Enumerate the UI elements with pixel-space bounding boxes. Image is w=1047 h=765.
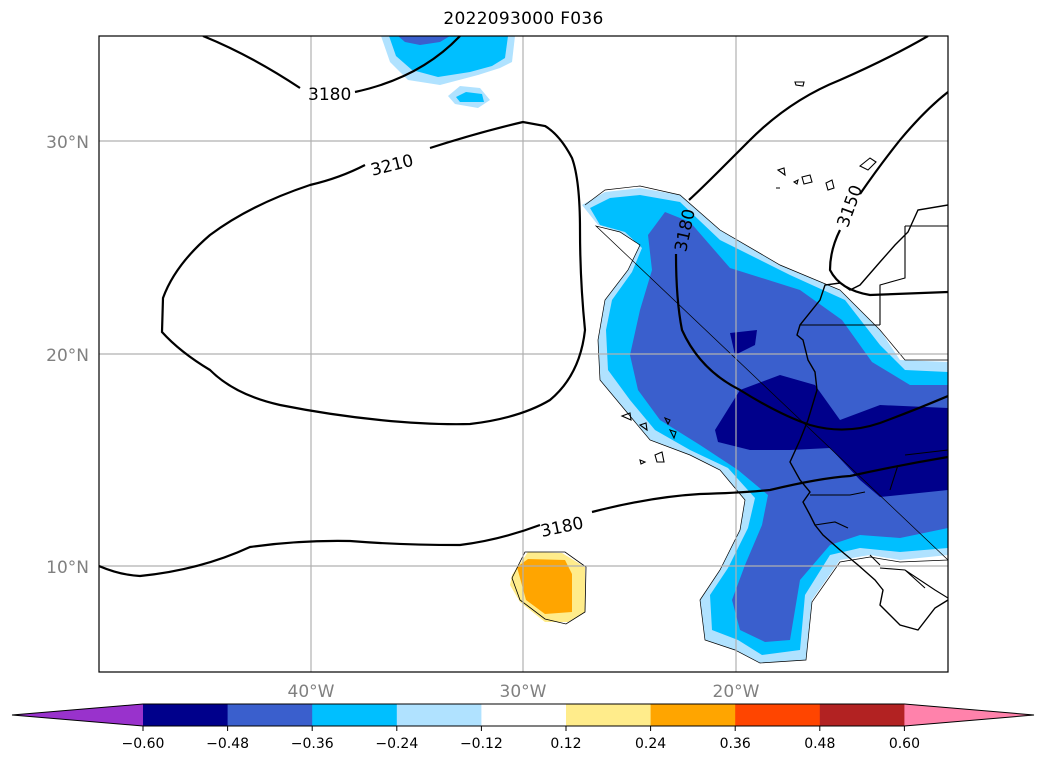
map-title: 2022093000 F036 bbox=[443, 9, 604, 29]
height-contours bbox=[99, 36, 948, 578]
lat-label-30n: 30°N bbox=[46, 133, 89, 153]
contour-3180-east bbox=[674, 36, 948, 431]
fill-level-orange bbox=[517, 559, 572, 614]
colorbar: −0.60 −0.48 −0.36 −0.24 −0.12 0.12 0.24 0.36 0.4… bbox=[11, 703, 1035, 752]
colorbar-tick-label: 0.36 bbox=[720, 736, 751, 752]
fill-level-dark-navy-east bbox=[715, 375, 948, 497]
contour-3180-north-west bbox=[202, 36, 461, 94]
colorbar-segment bbox=[566, 704, 652, 726]
coastlines bbox=[620, 81, 948, 631]
lon-label-30w: 30°W bbox=[500, 682, 547, 702]
colorbar-segment bbox=[735, 704, 821, 726]
canary-islands bbox=[776, 81, 835, 191]
madeira-coast bbox=[858, 157, 877, 171]
contour-label-3150: 3150 bbox=[834, 183, 868, 230]
fill-north-top-royal bbox=[398, 36, 450, 45]
colorbar-tick-label: −0.36 bbox=[291, 736, 334, 752]
colorbar-segment bbox=[312, 704, 398, 726]
coastline-africa bbox=[789, 204, 948, 631]
colorbar-extend-max bbox=[904, 704, 1034, 726]
colorbar-segment bbox=[396, 704, 482, 726]
colorbar-segment bbox=[143, 704, 229, 726]
lon-label-20w: 20°W bbox=[713, 682, 760, 702]
border-north bbox=[800, 225, 948, 326]
colorbar-segment bbox=[650, 704, 736, 726]
colorbar-tick-label: 0.60 bbox=[889, 736, 920, 752]
positive-anomaly-field bbox=[510, 551, 587, 625]
fill-outline-positive bbox=[511, 551, 587, 625]
contour-3180-south bbox=[99, 455, 948, 578]
lat-label-10n: 10°N bbox=[46, 558, 89, 578]
cape-verde-islands bbox=[620, 412, 677, 465]
map-frame bbox=[98, 35, 949, 673]
lat-label-20n: 20°N bbox=[46, 346, 89, 366]
contour-label-3210: 3210 bbox=[369, 151, 416, 181]
border-coast-west bbox=[869, 554, 948, 599]
fill-north-top-sky bbox=[389, 36, 508, 77]
colorbar-tick-label: −0.60 bbox=[122, 736, 165, 752]
fill-level-dark-navy-west bbox=[730, 330, 757, 355]
colorbar-extend-min bbox=[12, 704, 143, 726]
colorbar-tick-label: 0.24 bbox=[635, 736, 666, 752]
colorbar-tick-label: −0.12 bbox=[460, 736, 503, 752]
border-sahel bbox=[810, 449, 948, 529]
map-plot-area: 3180 3210 3180 3180 3150 bbox=[99, 36, 948, 672]
contour-label-3180-south: 3180 bbox=[539, 513, 585, 542]
colorbar-tick-label: −0.24 bbox=[375, 736, 418, 752]
colorbar-tick-label: 0.48 bbox=[804, 736, 835, 752]
colorbar-segment bbox=[227, 704, 313, 726]
colorbar-segment bbox=[819, 704, 905, 726]
fill-north-small-sky bbox=[456, 92, 484, 102]
colorbar-segment bbox=[481, 704, 567, 726]
colorbar-tick-label: 0.12 bbox=[550, 736, 581, 752]
contour-3210-closed bbox=[160, 120, 587, 426]
fill-outline-negative bbox=[584, 185, 948, 664]
colorbar-tick-label: −0.48 bbox=[206, 736, 249, 752]
contour-3150 bbox=[828, 91, 948, 297]
lon-label-40w: 40°W bbox=[288, 682, 335, 702]
contour-label-3180-north: 3180 bbox=[308, 85, 351, 105]
